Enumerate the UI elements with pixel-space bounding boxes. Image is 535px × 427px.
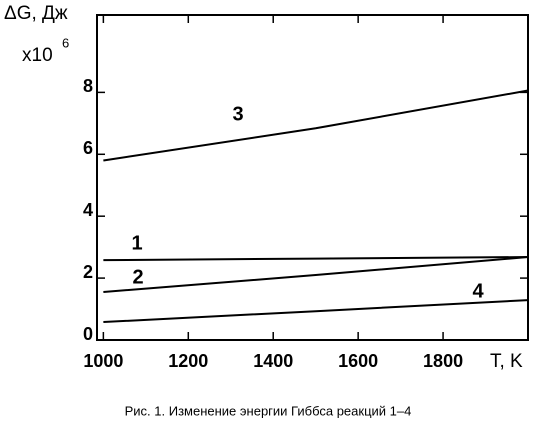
x-tick-label: 1000 bbox=[83, 351, 123, 371]
x-tick-label: 1400 bbox=[253, 351, 293, 371]
series-line bbox=[103, 89, 529, 162]
series-label: 4 bbox=[472, 280, 484, 302]
series-line bbox=[103, 256, 529, 262]
y-tick-label: 2 bbox=[83, 262, 93, 282]
x-tick-label: 1200 bbox=[168, 351, 208, 371]
x-axis-label: T, K bbox=[490, 351, 523, 372]
series-label: 1 bbox=[131, 232, 142, 254]
caption: Рис. 1. Изменение энергии Гиббса реакций… bbox=[125, 403, 412, 418]
y-tick-label: 0 bbox=[83, 324, 93, 344]
plot-frame bbox=[96, 14, 529, 341]
y-axis-label: ΔG, Дж bbox=[4, 3, 68, 24]
x-tick-label: 1800 bbox=[423, 351, 463, 371]
y-tick-label: 4 bbox=[83, 200, 93, 220]
y-tick-label: 8 bbox=[83, 76, 93, 96]
series-line bbox=[103, 299, 529, 324]
y-tick-label: 6 bbox=[83, 138, 93, 158]
series-line bbox=[103, 256, 529, 294]
y-scale-label: x10 bbox=[22, 45, 53, 66]
x-tick-label: 1600 bbox=[338, 351, 378, 371]
y-scale-exponent: 6 bbox=[62, 35, 69, 50]
series-label: 2 bbox=[132, 266, 143, 288]
series-label: 3 bbox=[232, 103, 243, 125]
